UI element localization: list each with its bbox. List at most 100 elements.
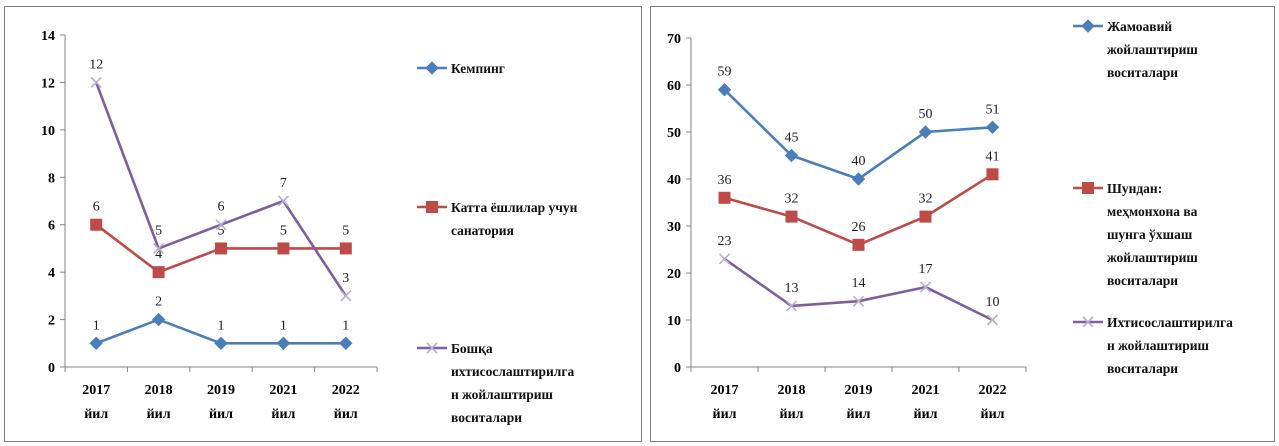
chart1-y-tick-label: 60 xyxy=(667,79,681,94)
right-chart-panel: 0 10 20 30 40 50 60 70 2017 йил 2018 йил 2019 йил 2021… xyxy=(650,6,1275,442)
chart1-series-0-point xyxy=(851,172,866,186)
chart0-series-1-data-label: 5 xyxy=(218,223,225,238)
chart0-legend-entry-0: Кемпинг xyxy=(451,61,505,76)
chart0-y-tick-label: 4 xyxy=(48,266,55,281)
chart1-y-tick-label: 50 xyxy=(667,126,681,141)
chart1-series-2-data-label: 17 xyxy=(919,262,933,277)
chart0-series-0-point xyxy=(214,336,228,350)
chart1-series-1-point xyxy=(785,210,798,223)
chart0-y-tick-label: 0 xyxy=(48,361,55,376)
chart1-legend-entry-0: Жамоавий жойлаштириш воситалари xyxy=(1107,19,1198,80)
chart0-legend-swatch-marker xyxy=(425,61,439,75)
chart0-x-tick-label: 2018 йил xyxy=(145,383,173,422)
chart1-series-2-point xyxy=(718,253,731,265)
chart1-series-1-point xyxy=(718,191,731,204)
chart1-series-0-data-label: 59 xyxy=(718,65,732,80)
chart1-legend-entry-2: Ихтисослаштирилга н жойлаштириш воситалари xyxy=(1107,315,1233,376)
chart1-series-0-point xyxy=(784,148,799,163)
chart1-y-tick-label: 70 xyxy=(667,32,681,47)
chart1-series-1-point xyxy=(986,168,999,181)
chart0-series-1-point xyxy=(339,242,352,255)
chart1-series-2-point xyxy=(919,281,932,293)
chart1-series-0-data-label: 50 xyxy=(919,107,933,122)
chart0-series-2-data-label: 5 xyxy=(155,223,162,238)
chart0-x-tick-label: 2017 йил xyxy=(82,383,110,422)
left-chart-panel: 0 2 4 6 8 10 12 14 2017 йил 2018 йил 2019 йил 2021 йил 2… xyxy=(4,6,642,442)
chart1-series-2-point xyxy=(785,300,798,312)
chart1-y-tick-label: 40 xyxy=(667,173,681,188)
chart1-series-1-point xyxy=(852,238,865,251)
chart0-series-1-data-label: 5 xyxy=(342,223,349,238)
chart0-x-tick-label: 2019 йил xyxy=(207,383,235,422)
chart1-series-2-point xyxy=(852,295,865,307)
chart0-series-2-point xyxy=(215,219,227,231)
chart0-series-0-point xyxy=(339,336,353,350)
chart1-series-1-data-label: 26 xyxy=(852,220,866,235)
chart0-series-0-data-label: 1 xyxy=(93,318,100,333)
chart0-legend-swatch-marker xyxy=(426,342,438,354)
chart1-y-tick-label: 0 xyxy=(674,361,681,376)
chart1-x-tick-label: 2018 йил xyxy=(778,383,806,422)
chart1-y-tick-label: 10 xyxy=(667,314,681,329)
chart1-x-tick-label: 2021 йил xyxy=(912,383,940,422)
chart1-series-0-data-label: 51 xyxy=(986,102,1000,117)
chart1-series-2-data-label: 14 xyxy=(852,276,866,291)
chart1-x-tick-label: 2019 йил xyxy=(845,383,873,422)
chart0-series-0-point xyxy=(89,336,103,350)
chart1-series-1-data-label: 41 xyxy=(986,149,1000,164)
chart0-series-1-point xyxy=(277,242,290,255)
chart0-series-2-data-label: 6 xyxy=(218,200,225,215)
chart1-series-1-point xyxy=(919,210,932,223)
chart0-series-0-data-label: 2 xyxy=(155,295,162,310)
chart0-series-2-data-label: 3 xyxy=(342,271,349,286)
chart1-series-0-point xyxy=(717,82,732,97)
chart1-series-0-point xyxy=(985,120,1000,135)
chart1-series-2-data-label: 23 xyxy=(718,234,732,249)
chart1-legend-swatch-marker xyxy=(1081,19,1095,33)
chart1-series-0-data-label: 45 xyxy=(785,131,799,146)
chart0-series-1-data-label: 6 xyxy=(93,200,100,215)
chart0-series-2-point xyxy=(277,195,289,207)
chart1-series-0-point xyxy=(918,125,933,139)
chart1-x-tick-label: 2022 йил xyxy=(979,383,1007,422)
chart1-series-2-point xyxy=(986,314,999,326)
chart0-x-tick-label: 2022 йил xyxy=(332,383,360,422)
chart1-y-tick-label: 30 xyxy=(667,220,681,235)
chart0-series-1-point xyxy=(152,266,165,279)
chart0-series-2-line xyxy=(94,81,347,297)
chart1-legend-entry-1: Шундан: меҳмонхона ва шунга ўхшаш жойлаштир… xyxy=(1107,181,1198,288)
chart0-series-0-data-label: 1 xyxy=(342,318,349,333)
chart0-series-1-point xyxy=(90,218,103,231)
chart0-series-2-data-label: 12 xyxy=(89,57,103,72)
chart0-series-0-point xyxy=(276,336,291,350)
chart1-series-1-data-label: 32 xyxy=(919,192,933,207)
chart0-series-0-data-label: 1 xyxy=(218,318,225,333)
chart1-series-1-data-label: 32 xyxy=(785,192,799,207)
chart0-legend-swatch-marker xyxy=(426,201,438,213)
chart0-y-tick-label: 2 xyxy=(48,314,55,329)
chart0-series-0-point xyxy=(151,312,166,327)
chart0-series-2-data-label: 7 xyxy=(280,176,287,191)
right-line-chart: 0 10 20 30 40 50 60 70 2017 йил 2018 йил 2019 йил 2021… xyxy=(667,19,1233,422)
chart0-y-tick-label: 8 xyxy=(48,171,55,186)
chart0-legend-entry-1: Катта ёшлилар учун санатория xyxy=(451,200,578,238)
chart0-series-2-point xyxy=(340,290,352,302)
chart1-legend-swatch-marker xyxy=(1082,182,1094,194)
chart0-y-tick-label: 14 xyxy=(41,29,55,44)
chart0-series-1-point xyxy=(215,242,227,255)
chart0-x-tick-label: 2021 йил xyxy=(269,383,297,422)
chart0-y-tick-label: 10 xyxy=(41,124,55,139)
chart0-legend-entry-2: Бошқа ихтисослаштирилга н жойлаштириш восит… xyxy=(451,341,574,425)
chart1-y-tick-label: 20 xyxy=(667,267,681,282)
chart1-series-1-data-label: 36 xyxy=(718,173,732,188)
chart0-y-tick-label: 6 xyxy=(48,219,55,234)
chart0-series-1-data-label: 5 xyxy=(280,223,287,238)
chart0-series-2-point xyxy=(90,76,102,88)
chart0-series-2-point xyxy=(153,242,165,254)
chart0-series-1-data-label: 4 xyxy=(155,247,162,262)
chart0-series-0-data-label: 1 xyxy=(280,318,287,333)
chart0-y-tick-label: 12 xyxy=(41,76,55,91)
chart1-series-2-data-label: 10 xyxy=(986,295,1000,310)
chart1-legend-swatch-marker xyxy=(1082,316,1094,328)
